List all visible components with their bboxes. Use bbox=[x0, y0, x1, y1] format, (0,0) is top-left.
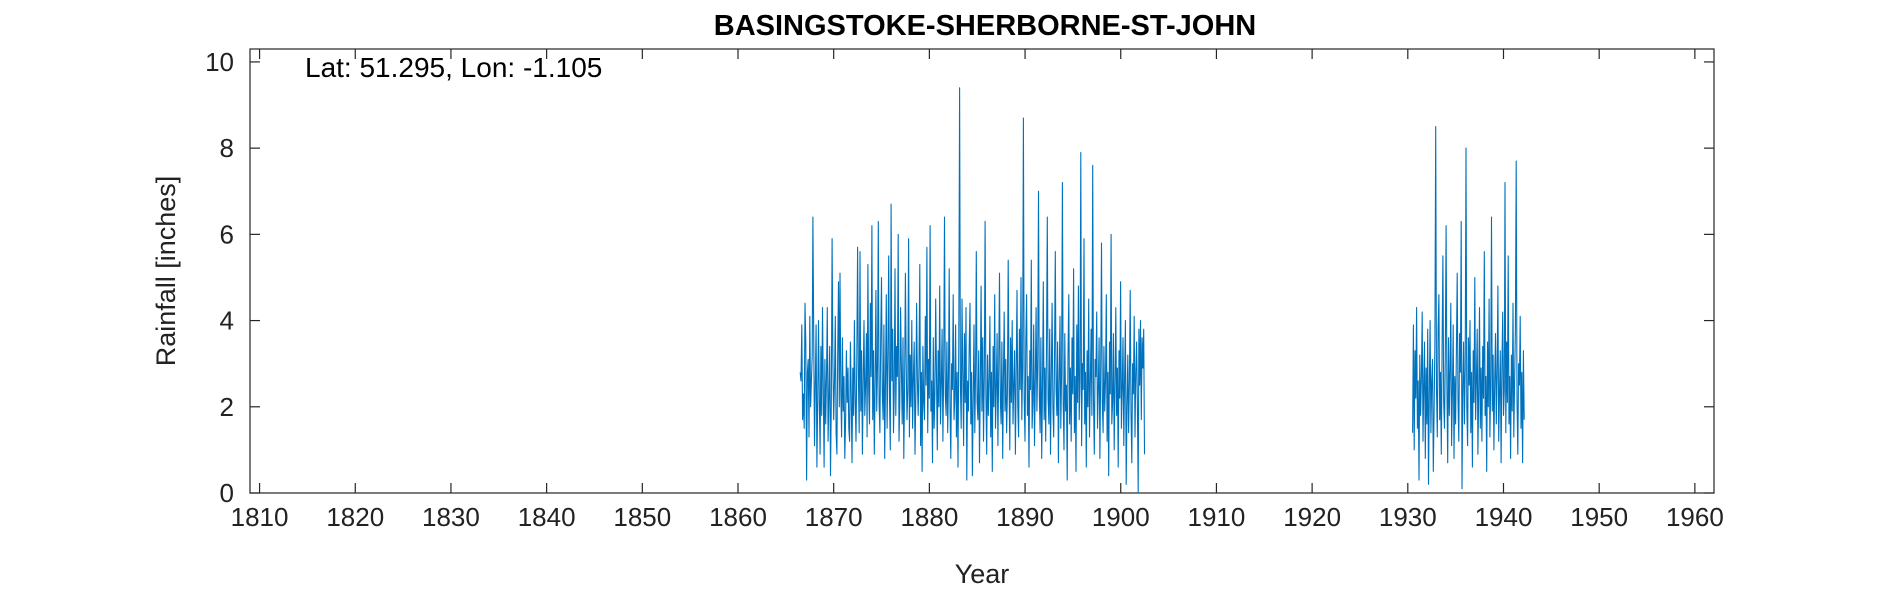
rainfall-series bbox=[799, 87, 1525, 494]
x-tick-label: 1850 bbox=[613, 502, 671, 532]
x-tick-label: 1870 bbox=[805, 502, 863, 532]
x-tick-label: 1820 bbox=[326, 502, 384, 532]
x-tick-label: 1950 bbox=[1570, 502, 1628, 532]
y-tick-label: 2 bbox=[220, 392, 234, 422]
x-tick-label: 1840 bbox=[518, 502, 576, 532]
rainfall-series-line bbox=[1412, 126, 1525, 490]
plot-area bbox=[249, 48, 1715, 494]
x-axis-label: Year bbox=[955, 559, 1010, 589]
x-tick-label: 1920 bbox=[1283, 502, 1341, 532]
x-tick-label: 1830 bbox=[422, 502, 480, 532]
location-annotation: Lat: 51.295, Lon: -1.105 bbox=[305, 52, 602, 83]
rainfall-series-line bbox=[799, 87, 1146, 494]
x-tick-label: 1860 bbox=[709, 502, 767, 532]
y-tick-label: 4 bbox=[220, 306, 234, 336]
x-tick-label: 1890 bbox=[996, 502, 1054, 532]
x-tick-label: 1940 bbox=[1475, 502, 1533, 532]
x-axis: 1810 1820 1830 1840 1850 1860 1870 1880 1890 1900… bbox=[231, 49, 1724, 532]
y-axis: 0 2 4 6 8 10 bbox=[205, 47, 1714, 508]
y-tick-label: 0 bbox=[220, 478, 234, 508]
x-tick-label: 1910 bbox=[1188, 502, 1246, 532]
x-tick-label: 1930 bbox=[1379, 502, 1437, 532]
y-tick-label: 10 bbox=[205, 47, 234, 77]
x-tick-label: 1960 bbox=[1666, 502, 1724, 532]
y-tick-label: 6 bbox=[220, 219, 234, 249]
x-tick-label: 1880 bbox=[900, 502, 958, 532]
x-tick-label: 1810 bbox=[231, 502, 289, 532]
chart-title: BASINGSTOKE-SHERBORNE-ST-JOHN bbox=[714, 10, 1256, 42]
y-tick-label: 8 bbox=[220, 133, 234, 163]
y-axis-label: Rainfall [inches] bbox=[151, 176, 181, 367]
x-tick-label: 1900 bbox=[1092, 502, 1150, 532]
